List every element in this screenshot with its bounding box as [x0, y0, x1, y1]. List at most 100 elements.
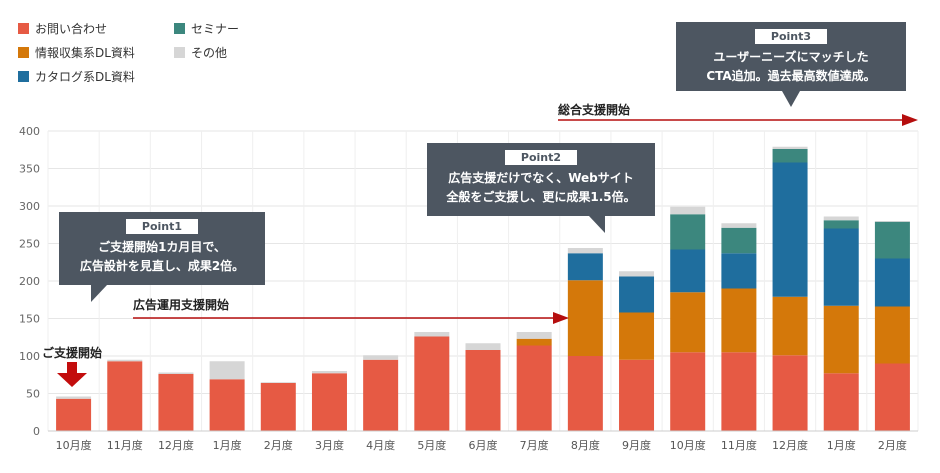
callout-point3: Point3 ユーザーニーズにマッチした CTA追加。過去最高数値達成。	[676, 22, 906, 107]
y-tick-label: 400	[19, 125, 40, 138]
y-tick-label: 50	[26, 388, 40, 401]
legend-item-catalog_dl: カタログ系DL資料	[18, 68, 135, 85]
bar-segment-inquiry	[363, 359, 399, 431]
legend: お問い合わせ情報収集系DL資料 カタログ系DL資料 セミナーその他	[18, 20, 278, 90]
bar-segment-other	[107, 359, 143, 362]
bar-segment-inquiry	[260, 383, 296, 431]
bar-segment-inquiry	[874, 363, 910, 431]
bar-segment-info_dl	[619, 312, 655, 360]
y-tick-label: 0	[33, 425, 40, 438]
bar-segment-catalog_dl	[567, 253, 603, 281]
callout-point2: Point2 広告支援だけでなく、Webサイト 全般をご支援し、更に成果1.5倍…	[427, 143, 655, 233]
bar-segment-inquiry	[516, 345, 552, 431]
legend-label: セミナー	[191, 22, 240, 36]
callout-point1-badge: Point1	[125, 219, 199, 234]
bar-segment-inquiry	[772, 355, 808, 431]
milestone-full-support-label: 総合支援開始	[558, 103, 631, 117]
y-tick-label: 100	[19, 350, 40, 363]
legend-label: 情報収集系DL資料	[35, 46, 135, 60]
callout-point2-text: 広告支援だけでなく、Webサイト 全般をご支援し、更に成果1.5倍。	[446, 171, 636, 204]
legend-label: お問い合わせ	[35, 22, 108, 36]
x-tick-label: 2月度	[264, 438, 293, 452]
bar-segment-catalog_dl	[721, 253, 757, 289]
bar-segment-inquiry	[56, 398, 92, 431]
start-arrow-head	[57, 373, 87, 387]
bar-segment-seminar	[721, 227, 757, 254]
bar-segment-other	[516, 332, 552, 339]
callout-point1-text: ご支援開始1カ月目で、 広告設計を見直し、成果2倍。	[79, 240, 245, 273]
bar-segment-inquiry	[465, 350, 501, 431]
legend-swatch-inquiry	[18, 23, 29, 34]
x-tick-label: 12月度	[772, 438, 808, 452]
bar-segment-other	[260, 382, 296, 383]
y-tick-label: 300	[19, 200, 40, 213]
bar-segment-other	[158, 372, 194, 374]
x-tick-label: 3月度	[315, 438, 344, 452]
x-tick-label: 11月度	[721, 438, 757, 452]
x-tick-label: 9月度	[622, 438, 651, 452]
bar-segment-other	[567, 248, 603, 254]
x-tick-label: 4月度	[366, 438, 395, 452]
callout-point3-text: ユーザーニーズにマッチした CTA追加。過去最高数値達成。	[706, 50, 876, 83]
x-tick-label: 6月度	[469, 438, 498, 452]
y-tick-label: 350	[19, 163, 40, 176]
bar-segment-other	[874, 221, 910, 222]
ad-ops-arrow-head	[553, 312, 569, 324]
bar-segment-inquiry	[670, 352, 706, 431]
callout-point1: Point1 ご支援開始1カ月目で、 広告設計を見直し、成果2倍。	[59, 212, 265, 302]
bar-segment-catalog_dl	[772, 162, 808, 297]
full-support-arrow-head	[902, 114, 918, 126]
bar-segment-catalog_dl	[619, 276, 655, 313]
bar-segment-other	[209, 361, 245, 380]
bar-segment-seminar	[823, 220, 859, 229]
bar-segment-seminar	[670, 214, 706, 250]
milestone-start-label: ご支援開始	[42, 346, 103, 360]
milestone-ad-ops-label: 広告運用支援開始	[133, 298, 230, 312]
y-tick-label: 250	[19, 238, 40, 251]
bar-segment-inquiry	[721, 352, 757, 431]
x-tick-label: 10月度	[56, 438, 92, 452]
x-tick-label: 7月度	[520, 438, 549, 452]
x-tick-label: 10月度	[670, 438, 706, 452]
callout-point3-badge: Point3	[754, 29, 828, 44]
bar-segment-catalog_dl	[874, 258, 910, 307]
bar-segment-info_dl	[516, 338, 552, 346]
legend-item-info_dl: 情報収集系DL資料	[18, 44, 135, 61]
bar-segment-info_dl	[874, 306, 910, 364]
legend-swatch-other	[174, 47, 185, 58]
bar-segment-inquiry	[567, 356, 603, 431]
bar-segment-inquiry	[619, 359, 655, 431]
bar-segment-inquiry	[311, 373, 347, 431]
callout-point2-badge: Point2	[504, 150, 578, 165]
bar-segment-other	[56, 396, 92, 399]
bar-segment-other	[619, 271, 655, 277]
legend-swatch-seminar	[174, 23, 185, 34]
bar-segment-other	[772, 146, 808, 149]
x-tick-label: 8月度	[571, 438, 600, 452]
bar-segment-inquiry	[209, 379, 245, 431]
bar-segment-info_dl	[772, 296, 808, 356]
x-tick-label: 1月度	[213, 438, 242, 452]
y-tick-label: 150	[19, 313, 40, 326]
bar-segment-catalog_dl	[670, 249, 706, 293]
bar-segment-seminar	[772, 149, 808, 163]
y-tick-label: 200	[19, 275, 40, 288]
bar-segment-info_dl	[823, 305, 859, 374]
x-tick-label: 12月度	[158, 438, 194, 452]
start-arrow-stem	[67, 362, 77, 374]
legend-item-other: その他	[174, 44, 227, 61]
bar-segment-other	[721, 223, 757, 228]
legend-swatch-catalog_dl	[18, 71, 29, 82]
bar-segment-inquiry	[158, 374, 194, 431]
bar-segment-other	[311, 371, 347, 374]
x-tick-label: 5月度	[417, 438, 446, 452]
bar-segment-inquiry	[823, 373, 859, 431]
bar-segment-inquiry	[107, 361, 143, 431]
bar-segment-other	[414, 332, 450, 337]
bar-segment-inquiry	[414, 336, 450, 431]
legend-label: カタログ系DL資料	[35, 70, 135, 84]
legend-label: その他	[191, 46, 228, 60]
bar-segment-catalog_dl	[823, 228, 859, 306]
bar-segment-info_dl	[670, 292, 706, 353]
